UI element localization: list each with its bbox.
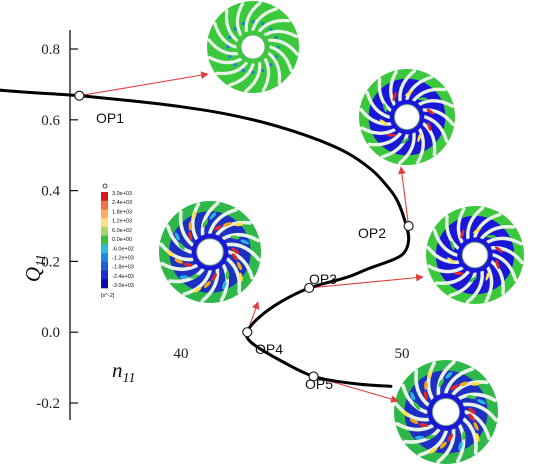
impeller-op4 (159, 201, 261, 303)
colorbar-tick-label: -3.0e+03 (112, 283, 134, 289)
colorbar-swatch (101, 226, 108, 236)
colorbar-tick-label: -2.4e+03 (112, 274, 134, 280)
colorbar-unit: [s^-2] (101, 293, 115, 299)
colorbar-swatch (101, 200, 108, 210)
arrow-op1 (79, 71, 209, 97)
x-tick-label: 40 (174, 346, 189, 362)
colorbar-tick-label: 2.4e+03 (112, 200, 132, 206)
axes: -0.2 0.0 0.2 0.4 0.6 0.8 40 50 (36, 30, 410, 420)
colorbar-swatch (101, 261, 108, 271)
point-op4 (242, 327, 253, 338)
colorbar-swatch (101, 209, 108, 219)
y-axis-title: Q11 (21, 254, 49, 282)
colorbar-tick-label: 3.0e+03 (112, 191, 132, 197)
impeller-op3 (426, 206, 524, 304)
point-op3 (304, 282, 315, 294)
y-tick-label: 0.0 (41, 325, 60, 341)
point-op2 (403, 220, 414, 232)
colorbar-tick-label: -1.8e+03 (112, 265, 134, 271)
colorbar-swatch (101, 270, 108, 280)
y-tick-label: -0.2 (36, 396, 60, 412)
y-tick-label: 0.2 (41, 254, 60, 270)
label-op5: OP5 (305, 376, 333, 392)
colorbar-swatch (101, 235, 108, 245)
colorbar-tick-label: -6.0e+02 (112, 246, 134, 252)
impeller-op1 (207, 1, 299, 93)
operating-points (74, 90, 414, 382)
y-ticks: -0.2 0.0 0.2 0.4 0.6 0.8 (36, 42, 78, 412)
label-op3: OP3 (309, 271, 337, 287)
y-tick-label: 0.6 (41, 113, 60, 129)
colorbar-tick-label: 0.0e+00 (112, 237, 132, 243)
y-tick-label: 0.4 (41, 184, 60, 200)
label-op1: OP1 (96, 110, 124, 126)
series-line (0, 88, 411, 388)
colorbar-tick-label: 1.2e+03 (112, 219, 132, 225)
point-op1 (74, 90, 85, 101)
point-op5 (308, 371, 319, 382)
colorbar-swatch (101, 244, 108, 254)
x-ticks: 40 50 (174, 346, 410, 362)
impeller-op2 (359, 69, 455, 165)
colorbar-swatch (101, 279, 108, 289)
colorbar-swatch (101, 192, 108, 202)
colorbar: 3.0e+03 2.4e+03 1.8e+03 1.2e+03 6.0e+02 0.0e+… (101, 183, 134, 299)
y-tick-label: 0.8 (41, 42, 60, 58)
colorbar-tick-label: -1.2e+03 (112, 256, 134, 262)
label-op2: OP2 (358, 225, 386, 241)
x-axis-title: n11 (112, 358, 135, 386)
colorbar-tick-label: 6.0e+02 (112, 228, 132, 234)
colorbar-swatch (101, 218, 108, 228)
label-op4: OP4 (255, 341, 283, 357)
arrow-op3 (309, 273, 424, 289)
x-tick-label: 50 (395, 346, 410, 362)
operating-point-labels: OP1 OP2 OP3 OP4 OP5 (96, 110, 386, 392)
colorbar-tick-label: 1.8e+03 (112, 209, 132, 215)
impeller-op5 (394, 360, 498, 464)
colorbar-marker (102, 183, 108, 189)
impeller-contours (159, 1, 524, 464)
arrow-op2 (398, 166, 410, 227)
colorbar-swatch (101, 253, 108, 263)
